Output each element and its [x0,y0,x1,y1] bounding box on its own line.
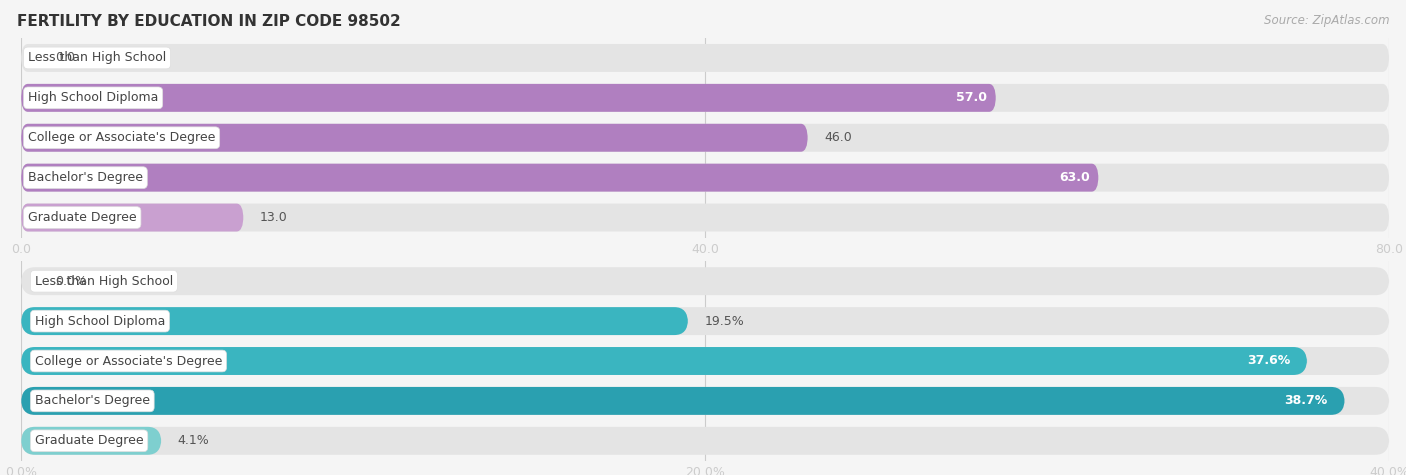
FancyBboxPatch shape [21,44,1389,72]
Text: Less than High School: Less than High School [35,275,173,288]
FancyBboxPatch shape [21,427,162,455]
Text: 0.0: 0.0 [55,51,76,65]
FancyBboxPatch shape [21,347,1308,375]
Text: Less than High School: Less than High School [28,51,166,65]
Text: 13.0: 13.0 [260,211,288,224]
Text: 63.0: 63.0 [1059,171,1090,184]
FancyBboxPatch shape [21,347,1389,375]
Text: 0.0%: 0.0% [55,275,87,288]
Text: 38.7%: 38.7% [1284,394,1327,408]
FancyBboxPatch shape [21,84,1389,112]
Text: 19.5%: 19.5% [704,314,744,328]
FancyBboxPatch shape [21,267,1389,295]
Text: 37.6%: 37.6% [1247,354,1289,368]
Text: College or Associate's Degree: College or Associate's Degree [28,131,215,144]
FancyBboxPatch shape [21,307,1389,335]
Text: 57.0: 57.0 [956,91,987,104]
FancyBboxPatch shape [21,387,1389,415]
FancyBboxPatch shape [21,204,243,231]
Text: Graduate Degree: Graduate Degree [28,211,136,224]
FancyBboxPatch shape [21,84,995,112]
FancyBboxPatch shape [21,204,1389,231]
Text: Bachelor's Degree: Bachelor's Degree [35,394,150,408]
FancyBboxPatch shape [21,387,1344,415]
FancyBboxPatch shape [21,307,688,335]
Text: Bachelor's Degree: Bachelor's Degree [28,171,143,184]
Text: Source: ZipAtlas.com: Source: ZipAtlas.com [1264,14,1389,27]
FancyBboxPatch shape [21,124,807,152]
Text: High School Diploma: High School Diploma [35,314,165,328]
Text: 4.1%: 4.1% [177,434,209,447]
Text: Graduate Degree: Graduate Degree [35,434,143,447]
Text: FERTILITY BY EDUCATION IN ZIP CODE 98502: FERTILITY BY EDUCATION IN ZIP CODE 98502 [17,14,401,29]
Text: High School Diploma: High School Diploma [28,91,159,104]
FancyBboxPatch shape [21,124,1389,152]
Text: 46.0: 46.0 [824,131,852,144]
FancyBboxPatch shape [21,427,1389,455]
FancyBboxPatch shape [21,164,1098,191]
FancyBboxPatch shape [21,164,1389,191]
Text: College or Associate's Degree: College or Associate's Degree [35,354,222,368]
